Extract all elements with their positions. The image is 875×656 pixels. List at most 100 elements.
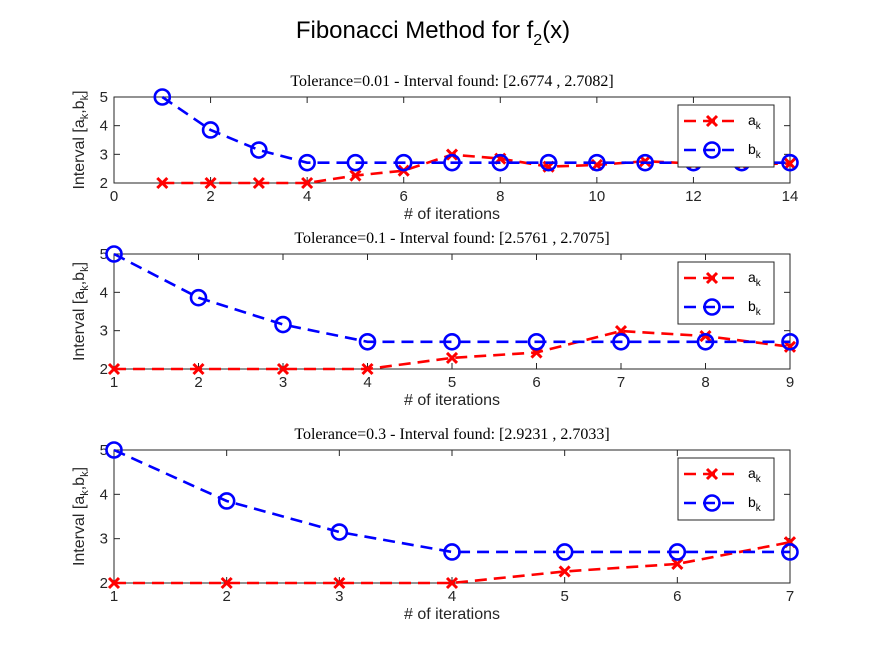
subplot-title: Tolerance=0.01 - Interval found: [2.6774… [290,73,613,90]
legend-label: ak [748,112,762,132]
point-b-k [781,543,799,561]
legend-box [677,261,775,325]
legend-box [677,104,775,168]
point-b-k [696,332,715,351]
y-tick-label: 4 [100,284,108,301]
subplot-1: Tolerance=0.01 - Interval found: [2.6774… [71,73,799,223]
legend-marker-x [705,114,719,128]
point-a-k [445,576,459,590]
y-tick-label: 2 [100,361,108,378]
point-b-k [612,332,630,351]
point-a-k [361,362,374,376]
y-axis-label: Interval [ak,bk] [71,90,91,189]
x-axis-label: # of iterations [404,606,500,623]
point-a-k [204,176,217,190]
y-tick-label: 5 [100,246,108,263]
x-tick-label: 3 [279,374,287,391]
point-b-k [491,153,510,172]
y-tick-label: 3 [100,146,108,163]
series-line [162,153,791,185]
legend-label: ak [748,465,762,485]
point-a-k [445,351,459,364]
x-tick-label: 12 [685,188,702,205]
legend: ak bk [677,457,775,521]
y-tick-label: 5 [100,89,108,106]
legend-marker-x [705,467,719,481]
x-axis-label: # of iterations [404,206,500,223]
point-b-k [201,121,220,139]
point-b-k [346,153,365,172]
point-b-k [274,315,292,334]
point-a-k [107,576,121,590]
series-b-k [105,245,799,351]
point-b-k [443,153,461,172]
y-tick-label: 2 [100,575,108,592]
legend: ak bk [677,104,775,168]
subplot-title: Tolerance=0.3 - Interval found: [2.9231 … [294,426,609,443]
point-b-k [105,245,123,263]
y-tick-label: 4 [100,118,108,135]
y-tick-label: 3 [100,323,108,340]
point-a-k [276,362,290,376]
x-tick-label: 7 [786,588,794,605]
x-tick-label: 5 [448,374,456,391]
x-tick-label: 5 [560,588,568,605]
x-tick-label: 8 [701,374,709,391]
point-a-k [783,340,797,353]
subplot-2: Tolerance=0.1 - Interval found: [2.5761 … [71,230,799,409]
y-axis-label: Interval [ak,bk] [71,467,91,566]
point-a-k [156,176,169,190]
x-tick-label: 4 [363,374,371,391]
y-tick-label: 3 [100,531,108,548]
point-a-k [671,557,684,570]
point-b-k [443,332,461,351]
point-a-k [333,576,346,590]
point-b-k [527,332,546,351]
legend-label: bk [748,141,762,161]
point-b-k [298,153,316,172]
y-tick-label: 4 [100,486,108,503]
x-tick-label: 2 [194,374,202,391]
point-a-k [252,176,265,190]
point-a-k [107,362,121,376]
point-b-k [358,332,377,351]
point-b-k [217,492,236,510]
x-tick-label: 1 [110,374,118,391]
plot-area [113,449,791,584]
point-a-k [301,176,314,190]
legend: ak bk [677,261,775,325]
point-b-k [539,153,558,172]
point-b-k [189,288,208,307]
series-line [113,448,790,554]
point-b-k [636,153,654,172]
x-tick-label: 10 [589,188,606,205]
y-tick-label: 5 [100,442,108,459]
subplot-title: Tolerance=0.1 - Interval found: [2.5761 … [294,230,609,247]
series-a-k [107,324,797,376]
point-b-k [555,543,574,561]
legend-marker-o [703,494,721,512]
y-axis-label: Interval [ak,bk] [71,262,91,361]
point-b-k [443,543,461,561]
legend-label: ak [748,269,762,289]
legend-label: bk [748,298,762,318]
x-tick-label: 7 [617,374,625,391]
subplot-3: Tolerance=0.3 - Interval found: [2.9231 … [71,426,799,623]
x-tick-label: 3 [335,588,343,605]
x-tick-label: 6 [532,374,540,391]
point-a-k [192,362,205,376]
point-b-k [588,153,606,172]
series-line [113,252,790,344]
x-tick-label: 6 [400,188,408,205]
x-tick-label: 2 [206,188,214,205]
figure-title: Fibonacci Method for f2(x) [296,17,570,49]
point-b-k [105,441,123,459]
x-tick-label: 14 [782,188,799,205]
point-a-k [558,565,571,578]
point-b-k [330,523,349,541]
point-b-k [153,88,172,106]
legend-box [677,457,775,521]
x-tick-label: 9 [786,374,794,391]
point-b-k [668,543,687,561]
point-a-k [783,157,797,170]
